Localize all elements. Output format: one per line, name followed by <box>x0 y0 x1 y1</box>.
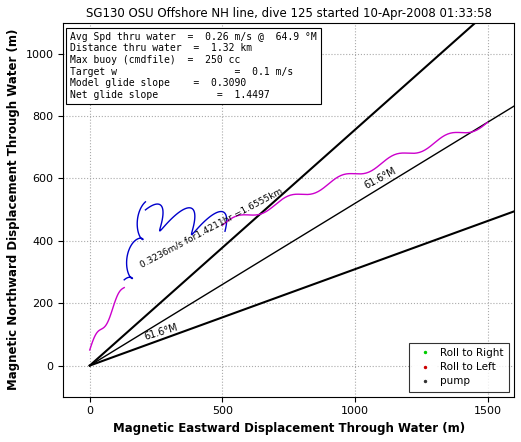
X-axis label: Magnetic Eastward Displacement Through Water (m): Magnetic Eastward Displacement Through W… <box>113 422 465 435</box>
Text: 61.6°M: 61.6°M <box>363 166 398 191</box>
Text: 0.3236m/s for1.4211hr =1.6555km: 0.3236m/s for1.4211hr =1.6555km <box>139 186 284 269</box>
Title: SG130 OSU Offshore NH line, dive 125 started 10-Apr-2008 01:33:58: SG130 OSU Offshore NH line, dive 125 sta… <box>85 7 492 20</box>
Text: 61.6°M: 61.6°M <box>143 323 179 342</box>
Y-axis label: Magnetic Northward Displacement Through Water (m): Magnetic Northward Displacement Through … <box>7 29 20 390</box>
Legend: Roll to Right, Roll to Left, pump: Roll to Right, Roll to Left, pump <box>409 343 509 392</box>
Text: Avg Spd thru water  =  0.26 m/s @  64.9 °M
Distance thru water  =  1.32 km
Max b: Avg Spd thru water = 0.26 m/s @ 64.9 °M … <box>70 32 317 100</box>
